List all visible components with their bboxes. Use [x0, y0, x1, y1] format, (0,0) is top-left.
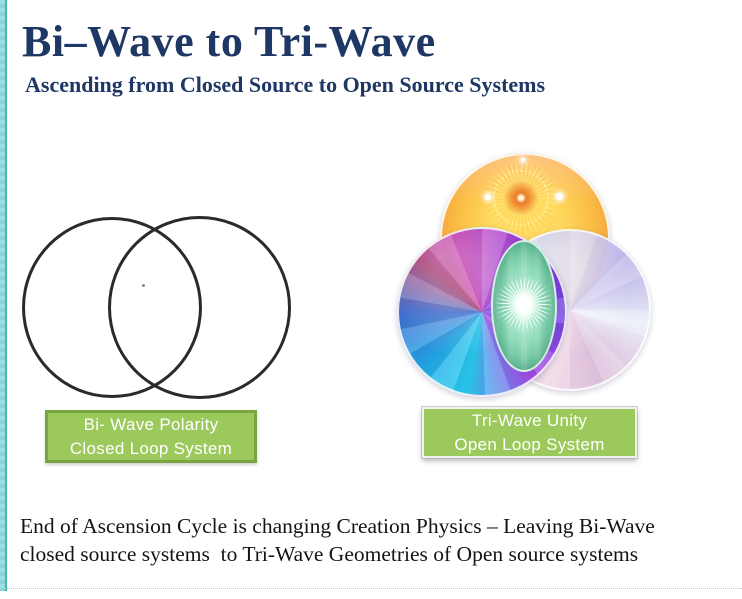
bi-wave-label-line1: Bi- Wave Polarity: [83, 414, 219, 434]
sparkle-dot: [556, 193, 563, 200]
sparkle-dot: [521, 158, 525, 162]
tri-wave-label-line2: Open Loop System: [454, 434, 605, 454]
slide-title: Bi–Wave to Tri-Wave: [22, 17, 436, 66]
slide-bottom-edge: [0, 588, 742, 589]
overlap-center-dot: [142, 284, 145, 287]
sun-mandala-icon: [482, 159, 560, 237]
vesica-center: [491, 240, 557, 372]
footer-line1: End of Ascension Cycle is changing Creat…: [20, 514, 655, 538]
tri-wave-diagram: [395, 151, 667, 403]
footer-line2: closed source systems to Tri-Wave Geomet…: [20, 542, 639, 566]
tri-wave-label-line1: Tri-Wave Unity: [471, 410, 588, 430]
bi-wave-circle-right: [108, 216, 291, 399]
slide-subtitle: Ascending from Closed Source to Open Sou…: [25, 72, 546, 97]
footer-text: End of Ascension Cycle is changing Creat…: [20, 512, 655, 568]
left-accent-stripe: [0, 0, 7, 591]
bi-wave-label-plate: Bi- Wave Polarity Closed Loop System: [45, 410, 257, 463]
starburst-icon: [495, 275, 553, 333]
bi-wave-label-line2: Closed Loop System: [69, 438, 233, 458]
tri-wave-label-plate: Tri-Wave Unity Open Loop System: [422, 407, 637, 458]
sparkle-dot: [485, 194, 491, 200]
